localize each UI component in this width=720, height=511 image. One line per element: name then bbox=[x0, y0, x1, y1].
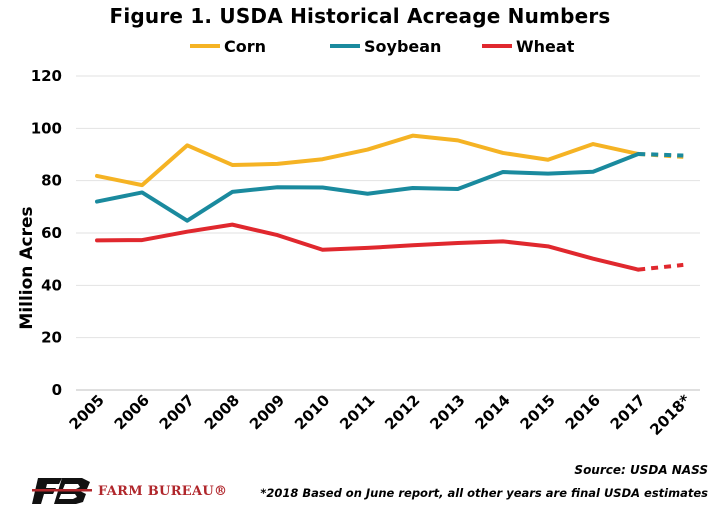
series-line-wheat bbox=[95, 222, 641, 272]
y-tick-label: 80 bbox=[41, 172, 62, 190]
source-note: Source: USDA NASS bbox=[574, 463, 708, 477]
x-tick-label: 2014 bbox=[471, 391, 513, 433]
series-lines bbox=[95, 133, 684, 272]
x-tick-label: 2013 bbox=[426, 391, 468, 433]
farm-bureau-logo-icon bbox=[32, 478, 92, 504]
farm-bureau-brand-text: FARM BUREAU® bbox=[98, 484, 228, 499]
x-tick-label: 2012 bbox=[381, 391, 423, 433]
series-line-wheat-projected bbox=[637, 262, 684, 272]
x-axis-ticks: 2005 2006 2007 2008 2009 2010 2011 2012 2013 2014… bbox=[66, 391, 695, 439]
footnote: *2018 Based on June report, all other ye… bbox=[260, 486, 708, 500]
y-axis-ticks: 0 20 40 60 80 100 120 bbox=[31, 67, 62, 399]
y-tick-label: 100 bbox=[31, 119, 62, 137]
x-tick-label: 2006 bbox=[111, 391, 153, 433]
x-tick-label: 2007 bbox=[156, 391, 198, 433]
y-tick-label: 20 bbox=[41, 329, 62, 347]
legend-label: Wheat bbox=[516, 37, 575, 56]
series-line-corn bbox=[95, 133, 641, 188]
series-line-soybean-projected bbox=[638, 151, 684, 158]
x-tick-label: 2008 bbox=[201, 391, 243, 433]
x-tick-label: 2010 bbox=[291, 391, 333, 433]
y-tick-label: 60 bbox=[41, 224, 62, 242]
x-tick-label: 2005 bbox=[66, 391, 108, 433]
y-tick-label: 40 bbox=[41, 276, 62, 294]
x-tick-label: 2009 bbox=[246, 391, 288, 433]
legend-label: Soybean bbox=[364, 37, 441, 56]
legend-label: Corn bbox=[224, 37, 266, 56]
x-tick-label: 2017 bbox=[607, 391, 649, 433]
x-tick-label: 2018* bbox=[646, 391, 694, 439]
series-line-soybean bbox=[95, 151, 641, 223]
y-axis-label: Million Acres bbox=[17, 206, 37, 329]
legend: Corn Soybean Wheat bbox=[190, 37, 575, 56]
y-tick-label: 0 bbox=[52, 381, 62, 399]
y-tick-label: 120 bbox=[31, 67, 62, 85]
x-tick-label: 2016 bbox=[562, 391, 604, 433]
x-tick-label: 2011 bbox=[336, 391, 378, 433]
chart-title: Figure 1. USDA Historical Acreage Number… bbox=[109, 4, 611, 28]
x-tick-label: 2015 bbox=[517, 391, 559, 433]
